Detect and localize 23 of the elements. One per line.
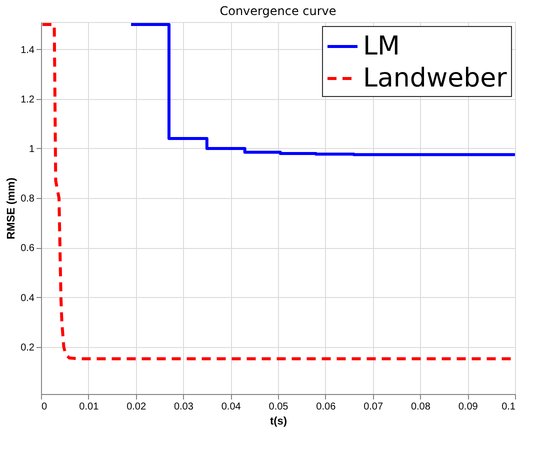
y-tick-label: 0.4 [20,292,35,304]
x-tick-label: 0 [42,402,48,412]
y-tick-label: 0.2 [20,342,35,354]
y-tick-label: 0.6 [20,243,35,254]
x-tick-label: 0.09 [458,402,478,412]
x-tick-label: 0.04 [221,402,242,412]
y-tick-label: 1 [28,144,35,155]
y-tick-label: 1.4 [20,44,35,56]
x-tick-label: 0.1 [502,402,516,412]
x-axis-title: t(s) [270,416,288,428]
legend-label: LM [363,32,400,62]
x-tick-label: 0.08 [410,402,431,412]
x-tick-label: 0.01 [79,402,100,412]
legend-label: Landweber [363,64,508,94]
x-tick-label: 0.06 [316,402,336,412]
x-tick-label: 0.03 [174,402,194,412]
y-tick-label: 1.2 [20,94,35,106]
x-tick-label: 0.07 [364,402,384,412]
y-axis-title: RMSE (mm) [6,177,18,240]
x-tick-label: 0.05 [268,402,289,412]
chart-title: Convergence curve [220,4,336,18]
x-tick-label: 0.02 [126,402,146,412]
y-tick-label: 0.8 [20,194,35,205]
